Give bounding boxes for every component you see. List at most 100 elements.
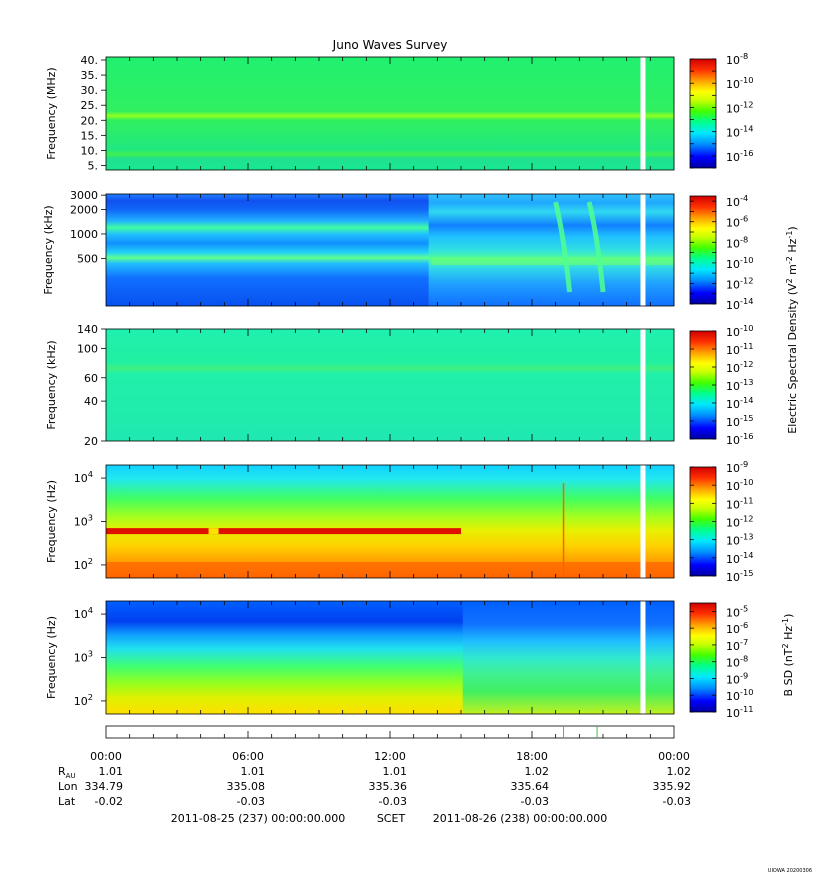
colorbar-tick-label: 10-10 [726, 687, 753, 703]
colorbar-tick-label: 10-11 [726, 341, 753, 357]
y-tick-label: 40. [81, 54, 99, 67]
colorbar-tick-label: 10-9 [726, 459, 748, 475]
band-500khz [431, 257, 674, 266]
data-gap [640, 465, 646, 578]
colorbar-tick-label: 10-10 [726, 255, 753, 271]
panel-2-fill-1 [106, 194, 430, 306]
ephemeris-value: 335.92 [653, 780, 692, 793]
time-tick-label: 18:00 [516, 750, 548, 763]
colorbar-1 [689, 58, 717, 169]
colorbar-3 [689, 330, 717, 440]
time-tick-label: 12:00 [374, 750, 406, 763]
ephemeris-value: -0.03 [663, 795, 691, 808]
colorbar-tick-label: 10-14 [726, 296, 753, 312]
band-600hz-gap [208, 528, 219, 535]
colorbar-tick-label: 10-12 [726, 359, 753, 375]
colorbar-tick-label: 10-15 [726, 568, 753, 584]
y-tick-label: 20 [84, 435, 98, 448]
colorbar-tick-label: 10-6 [726, 214, 748, 230]
colorbar-tick-label: 10-8 [726, 51, 748, 67]
colorbar-tick-label: 10-14 [726, 550, 753, 566]
y-tick-label: 15. [81, 129, 99, 142]
time-tick-label: 06:00 [232, 750, 264, 763]
colorbar-tick-label: 10-14 [726, 395, 753, 411]
data-gap [640, 194, 646, 306]
y-tick-label: 20. [81, 114, 99, 127]
panel-4-fill-1 [106, 465, 675, 578]
colorbar-tick-label: 10-15 [726, 413, 753, 429]
colorbar-tick-label: 10-12 [726, 275, 753, 291]
y-axis-label: Frequency (MHz) [45, 67, 58, 159]
ephemeris-value: 334.79 [85, 780, 124, 793]
colorbar-tick-label: 10-12 [726, 99, 753, 115]
colorbar-4 [689, 466, 717, 577]
y-tick-label: 103 [74, 513, 93, 529]
spectrogram-panel-4: 104 103 102 Frequency (Hz) 10-9 10-10 10-11 10-… [45, 459, 753, 584]
footer-stamp: UIOWA 20200306 [768, 868, 812, 874]
data-gap [640, 601, 646, 714]
y-tick-label: 3000 [70, 189, 98, 202]
ephemeris-value: -0.03 [521, 795, 549, 808]
ephemeris-value: -0.02 [95, 795, 123, 808]
ephemeris-row-label: Lat [58, 795, 76, 808]
ephemeris-value: -0.03 [379, 795, 407, 808]
y-tick-label: 103 [74, 649, 93, 665]
colorbar-tick-label: 10-11 [726, 704, 753, 720]
data-gap [640, 57, 646, 170]
y-tick-label: 40 [84, 395, 98, 408]
ephemeris-value: 1.01 [99, 765, 124, 778]
panels-group: 40. 35. 30. 25. 20. 15. 10. 5. Frequency (MHz) 10… [42, 51, 799, 720]
y-tick-label: 100 [77, 342, 98, 355]
ephemeris-value: 1.02 [525, 765, 550, 778]
y-tick-label: 500 [77, 252, 98, 265]
y-tick-label: 25. [81, 99, 99, 112]
colorbar-tick-label: 10-4 [726, 193, 748, 209]
y-tick-label: 104 [74, 469, 93, 485]
ephemeris-value: 335.08 [227, 780, 266, 793]
colorbar-tick-label: 10-9 [726, 670, 748, 686]
panel-1-fill-1 [106, 57, 675, 170]
colorbar-tick-label: 10-10 [726, 477, 753, 493]
time-axis-group: 00:00 06:00 12:00 18:00 00:00 RAU 1.01 1.01 1.01… [58, 725, 692, 825]
y-axis-label: Frequency (Hz) [45, 616, 58, 699]
ephemeris-value: 1.01 [241, 765, 266, 778]
y-tick-label: 104 [74, 605, 93, 621]
colorbar-tick-label: 10-12 [726, 514, 753, 530]
colorbar-tick-label: 10-10 [726, 75, 753, 91]
colorbar-tick-label: 10-16 [726, 431, 753, 447]
figure-title: Juno Waves Survey [332, 38, 448, 52]
colorbar-tick-label: 10-14 [726, 124, 753, 140]
colorbar-5 [689, 602, 717, 713]
colorbar-tick-label: 10-6 [726, 620, 748, 636]
footer-start-time: 2011-08-25 (237) 00:00:00.000 [171, 812, 345, 825]
colorbar-tick-label: 10-8 [726, 654, 748, 670]
y-tick-label: 2000 [70, 203, 98, 216]
colorbar-tick-label: 10-5 [726, 603, 748, 619]
colorbar-label: Electric Spectral Density (V2 m-2 Hz-1) [785, 226, 799, 433]
data-gap [640, 329, 646, 441]
panel-3-fill-1 [106, 329, 675, 441]
colorbar-tick-label: 10-8 [726, 234, 748, 250]
panel-5-fill-1 [106, 601, 464, 714]
y-tick-label: 102 [74, 692, 93, 708]
y-tick-label: 60 [84, 372, 98, 385]
event-arc-2 [586, 201, 606, 293]
ephemeris-row-label: Lon [58, 780, 78, 793]
y-tick-label: 102 [74, 556, 93, 572]
ephemeris-value: 1.01 [383, 765, 408, 778]
colorbar-tick-label: 10-13 [726, 532, 753, 548]
colorbar-tick-label: 10-13 [726, 377, 753, 393]
y-tick-label: 10. [81, 144, 99, 157]
panel-5-fill-2 [462, 601, 675, 714]
ephemeris-value: 335.36 [369, 780, 408, 793]
y-tick-label: 140 [77, 323, 98, 336]
y-axis-label: Frequency (kHz) [45, 340, 58, 429]
y-axis-label: Frequency (Hz) [45, 480, 58, 563]
footer-end-time: 2011-08-26 (238) 00:00:00.000 [433, 812, 607, 825]
colorbar-label: B SD (nT2 Hz-1) [781, 614, 795, 697]
ephemeris-value: 335.64 [511, 780, 550, 793]
colorbar-tick-label: 10-10 [726, 323, 753, 339]
